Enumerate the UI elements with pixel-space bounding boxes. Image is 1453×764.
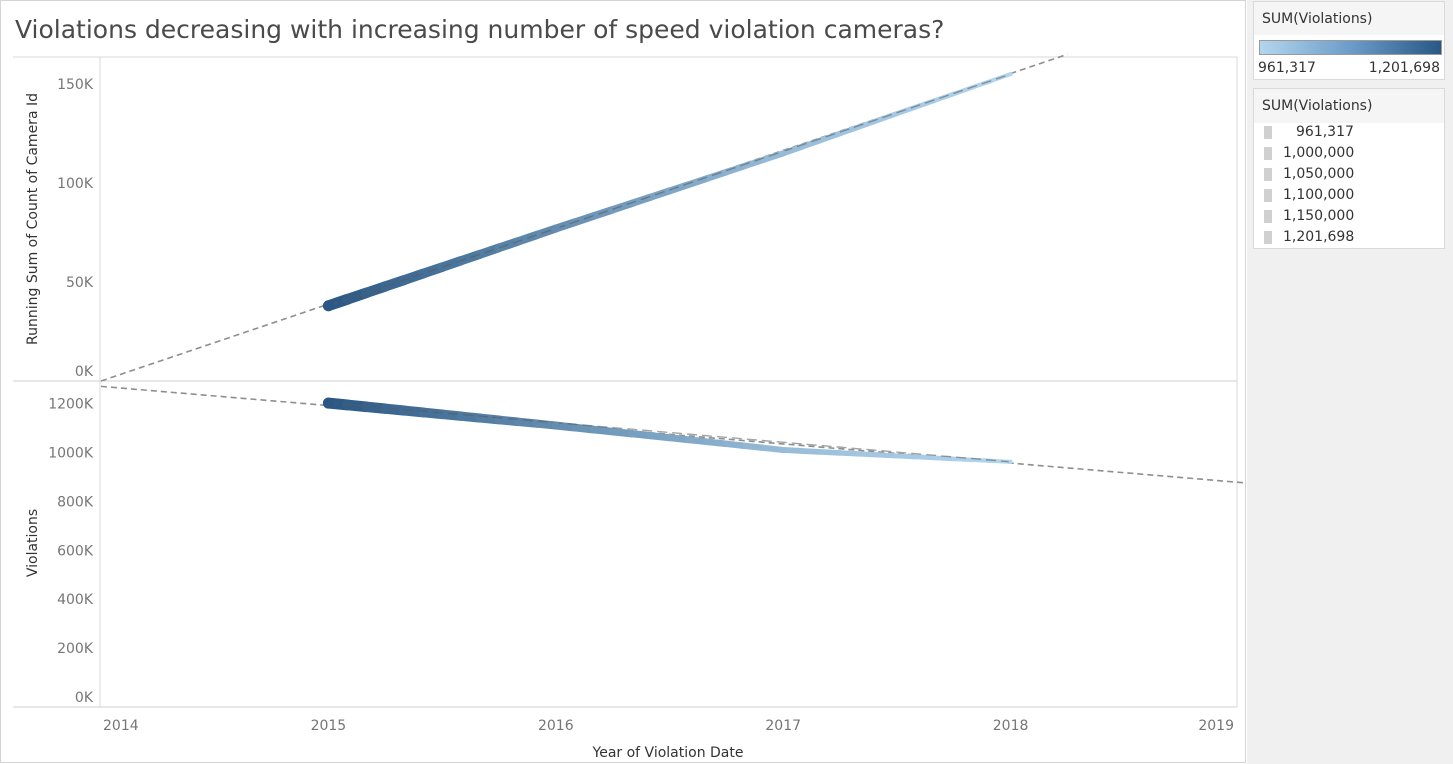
x-tick-label: 2016 (538, 718, 574, 734)
size-legend[interactable]: SUM(Violations) 961,317 1,000,000 1,050,00… (1253, 88, 1445, 249)
size-legend-item[interactable]: 1,100,000 (1254, 186, 1444, 207)
size-legend-label: 1,000,000 (1283, 145, 1355, 161)
x-tick-label: 2019 (1198, 718, 1234, 734)
y-tick-label: 0K (75, 364, 94, 380)
y-tick-label: 400K (57, 592, 94, 608)
y-tick-label: 0K (75, 690, 94, 706)
color-ramp (1259, 40, 1442, 55)
size-legend-title: SUM(Violations) (1254, 89, 1444, 123)
chart-frame: Violations decreasing with increasing nu… (0, 0, 1247, 763)
y-tick-label: 800K (57, 494, 94, 510)
data-line-segment[interactable] (685, 175, 711, 189)
data-line-segment[interactable] (818, 130, 843, 143)
x-tick-label: 2017 (765, 718, 801, 734)
data-line-segment[interactable] (799, 448, 824, 455)
data-point[interactable] (551, 421, 560, 430)
size-legend-label: 1,050,000 (1283, 166, 1355, 182)
data-point[interactable] (1008, 459, 1013, 464)
data-point[interactable] (322, 300, 334, 312)
data-line-segment[interactable] (704, 168, 730, 182)
size-swatch (1264, 210, 1272, 223)
trend-overlay (328, 402, 1011, 463)
size-swatch (1264, 189, 1272, 202)
data-line-segment[interactable] (856, 451, 881, 458)
data-line-segment[interactable] (723, 162, 749, 176)
data-line-segment[interactable] (856, 117, 881, 130)
size-legend-item[interactable]: 1,150,000 (1254, 207, 1444, 228)
size-legend-label: 1,150,000 (1283, 208, 1355, 224)
legend-panel: SUM(Violations) 961,317 1,201,698 SUM(Vi… (1247, 0, 1453, 764)
color-legend-title: SUM(Violations) (1254, 2, 1444, 35)
chart-svg: 0K 50K 100K 150K 0K 200K 400K 600K 800K 1000K 120… (13, 53, 1247, 761)
data-line-segment[interactable] (780, 447, 806, 454)
size-swatch (1264, 126, 1272, 139)
data-line-segment[interactable] (951, 456, 975, 463)
size-swatch (1264, 147, 1272, 160)
data-line-segment[interactable] (894, 453, 919, 460)
color-legend[interactable]: SUM(Violations) 961,317 1,201,698 (1253, 1, 1445, 80)
data-line-segment[interactable] (894, 104, 919, 117)
data-point[interactable] (1008, 72, 1013, 77)
data-line-segment[interactable] (875, 111, 900, 123)
size-legend-item[interactable]: 1,050,000 (1254, 165, 1444, 186)
x-axis: 2014 2015 2016 2017 2018 2019 (103, 718, 1234, 734)
data-point[interactable] (780, 150, 787, 157)
data-point[interactable] (551, 224, 560, 233)
top-panel: 0K 50K 100K 150K (57, 53, 1068, 382)
data-line-segment[interactable] (742, 156, 768, 169)
y-tick-label: 1200K (48, 397, 94, 413)
top-y-axis-title: Running Sum of Count of Camera Id (25, 93, 41, 345)
bottom-panel: 0K 200K 400K 600K 800K 1000K 1200K (48, 385, 1247, 706)
data-line-segment[interactable] (875, 452, 900, 459)
trend-overlay (328, 73, 1011, 307)
y-tick-label: 600K (57, 543, 94, 559)
y-tick-label: 150K (57, 77, 94, 93)
color-legend-min: 961,317 (1258, 60, 1316, 76)
size-swatch (1264, 231, 1272, 244)
x-axis-title: Year of Violation Date (592, 745, 744, 761)
size-legend-item[interactable]: 1,201,698 (1254, 228, 1444, 249)
y-tick-label: 50K (66, 275, 94, 291)
data-line-segment[interactable] (761, 444, 787, 454)
data-point[interactable] (780, 446, 787, 453)
x-tick-label: 2014 (103, 718, 139, 734)
size-legend-item[interactable]: 961,317 (1254, 123, 1444, 144)
data-line-segment[interactable] (932, 455, 957, 462)
y-tick-label: 100K (57, 176, 94, 192)
size-legend-label: 961,317 (1296, 124, 1354, 140)
size-swatch (1264, 168, 1272, 181)
data-line-segment[interactable] (723, 440, 749, 450)
size-legend-item[interactable]: 1,000,000 (1254, 144, 1444, 165)
data-line-segment[interactable] (742, 442, 768, 452)
data-line-segment[interactable] (780, 143, 806, 157)
y-tick-label: 200K (57, 641, 94, 657)
data-line-segment[interactable] (818, 449, 843, 456)
data-line-segment[interactable] (913, 454, 938, 461)
x-tick-label: 2015 (311, 718, 347, 734)
x-tick-label: 2018 (993, 718, 1029, 734)
trend-line (100, 385, 1247, 484)
bottom-y-axis-title: Violations (25, 509, 41, 577)
chart-title: Violations decreasing with increasing nu… (15, 15, 945, 44)
data-point[interactable] (322, 397, 334, 409)
y-tick-label: 1000K (48, 445, 94, 461)
data-line-segment[interactable] (799, 137, 824, 150)
data-line-segment[interactable] (970, 457, 994, 464)
size-legend-label: 1,100,000 (1283, 187, 1355, 203)
data-line-segment[interactable] (837, 124, 862, 137)
size-legend-items: 961,317 1,000,000 1,050,000 1,100,000 1,150,… (1254, 123, 1444, 249)
color-legend-max: 1,201,698 (1368, 60, 1440, 76)
data-line-segment[interactable] (761, 150, 787, 163)
data-line-segment[interactable] (837, 450, 862, 457)
size-legend-label: 1,201,698 (1283, 229, 1355, 245)
